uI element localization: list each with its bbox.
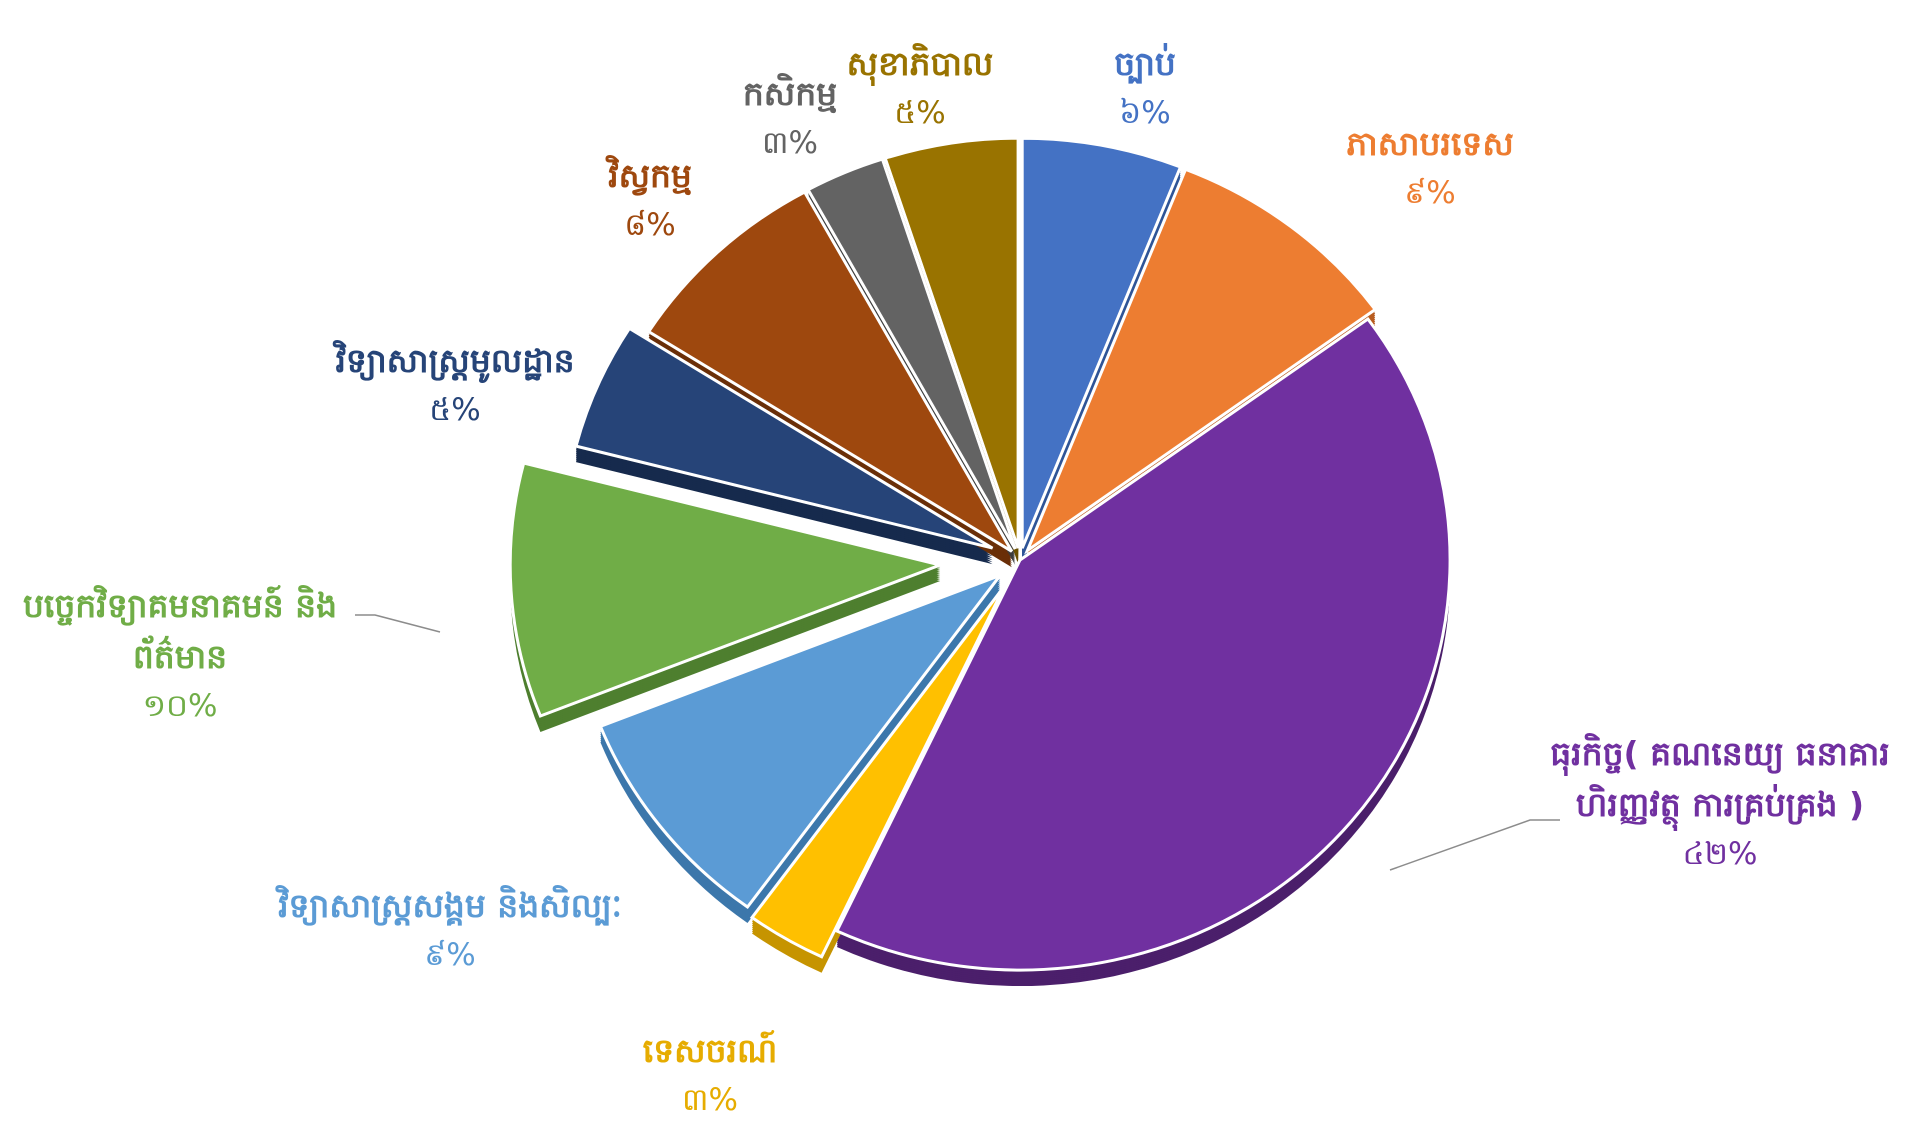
slice-foreign-language bbox=[1024, 167, 1378, 555]
label-basic-science: វិទ្យាសាស្ត្រមូលដ្ឋាន ៥% bbox=[335, 341, 575, 429]
slice-social-science bbox=[598, 572, 1005, 910]
leader-lines bbox=[355, 614, 1560, 871]
label-law: ច្បាប់ ៦% bbox=[1114, 44, 1176, 132]
leader-line-business bbox=[1389, 819, 1560, 871]
label-engineering: វិស្វកម្ម ៨% bbox=[608, 156, 692, 244]
label-health: សុខាភិបាល ៥% bbox=[846, 44, 994, 132]
pie-slice-tops bbox=[508, 136, 1452, 972]
label-social-science: វិទ្យាសាស្ត្រសង្គម និងសិល្បៈ ៩% bbox=[278, 886, 622, 974]
slice-agriculture bbox=[806, 157, 1017, 550]
slice-ict bbox=[508, 461, 946, 718]
label-tourism: ទេសចរណ៍ ៣% bbox=[642, 1031, 778, 1119]
leader-line-ict bbox=[355, 614, 441, 633]
slice-health bbox=[883, 136, 1020, 549]
slice-engineering bbox=[646, 190, 1014, 553]
label-foreign-language: ភាសាបរទេស ៩% bbox=[1346, 124, 1514, 212]
label-business: ធុរកិច្ច( គណនេយ្យ ធនាគារ ហិរញ្ញវត្ថុ ការ… bbox=[1550, 734, 1890, 873]
label-ict: បច្ចេកវិទ្យាគមនាគមន៍ និង ព័ត៌មាន ១០% bbox=[22, 586, 338, 725]
slice-basic-science bbox=[574, 326, 994, 550]
slice-business bbox=[834, 316, 1452, 972]
slice-law bbox=[1020, 136, 1183, 549]
slice-tourism bbox=[749, 584, 1007, 959]
label-agriculture: កសិកម្ម ៣% bbox=[742, 74, 838, 162]
